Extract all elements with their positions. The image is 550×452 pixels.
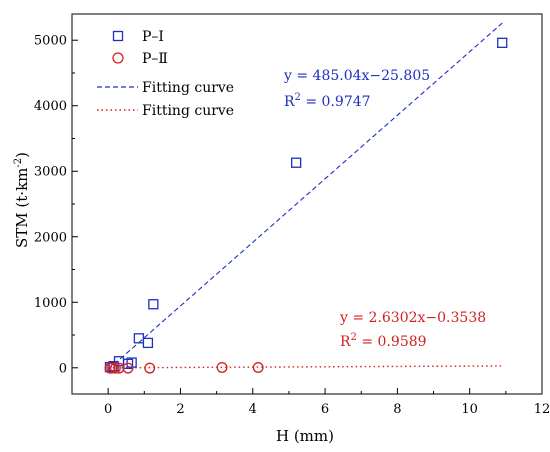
x-tick-label: 2 — [176, 402, 184, 417]
data-point-p1 — [133, 333, 145, 344]
fit2-r2: R2 = 0.9589 — [340, 332, 427, 350]
y-axis-title: STM (t·km-2) — [13, 152, 31, 248]
data-point-p2 — [106, 362, 118, 374]
axis-ticks: 0 2 4 6 8 10 12 0 1000 2000 3000 4000 5000 — [34, 34, 550, 417]
fit1-equation: y = 485.04x−25.805 — [283, 68, 430, 84]
x-tick-label: 12 — [534, 402, 550, 417]
x-axis-title: H (mm) — [276, 427, 334, 445]
fit2-equation: y = 2.6302x−0.3538 — [339, 310, 486, 326]
data-point-p1 — [291, 157, 302, 168]
data-point-p2 — [216, 362, 228, 373]
data-point-p1 — [142, 337, 154, 349]
fit-line-2 — [108, 365, 503, 369]
x-tick-label: 0 — [104, 402, 112, 417]
data-markers — [104, 37, 508, 374]
fit2-r2-value: = 0.9589 — [357, 334, 427, 350]
legend-label-p2: P–Ⅱ — [142, 51, 168, 67]
legend-marker-p1 — [112, 30, 124, 42]
y-tick-label: 1000 — [34, 296, 67, 311]
y-tick-label: 0 — [59, 361, 67, 376]
data-point-p2 — [252, 362, 264, 373]
data-point-p1 — [122, 358, 134, 370]
x-tick-label: 6 — [321, 402, 329, 417]
fit2-annotation: y = 2.6302x−0.3538 R2 = 0.9589 — [339, 310, 486, 350]
x-tick-label: 4 — [249, 402, 257, 417]
y-tick-label: 4000 — [34, 99, 67, 114]
y-axis-title-end: ) — [13, 152, 31, 158]
x-tick-label: 8 — [393, 402, 401, 417]
fit1-r2-prefix: R — [284, 94, 295, 110]
data-point-p1 — [148, 299, 159, 310]
fit1-r2-value: = 0.9747 — [301, 94, 371, 110]
y-tick-label: 2000 — [34, 230, 67, 245]
y-tick-label: 3000 — [34, 165, 67, 180]
legend-marker-p2 — [112, 52, 124, 64]
fit2-r2-prefix: R — [340, 334, 351, 350]
fit1-r2-sup: 2 — [295, 92, 301, 103]
data-point-p1 — [497, 37, 508, 48]
fit1-annotation: y = 485.04x−25.805 R2 = 0.9747 — [283, 68, 430, 110]
fit2-r2-sup: 2 — [351, 332, 357, 343]
x-tick-label: 10 — [461, 402, 478, 417]
data-point-p2 — [122, 362, 134, 374]
legend: P–Ⅰ P–Ⅱ Fitting curve Fitting curve — [97, 29, 234, 119]
data-point-p2 — [144, 362, 156, 374]
fit1-r2: R2 = 0.9747 — [284, 92, 371, 110]
legend-label-p1: P–Ⅰ — [142, 29, 164, 45]
y-tick-label: 5000 — [34, 34, 67, 49]
y-axis-title-main: STM (t·km — [13, 168, 31, 248]
data-point-p2 — [109, 362, 121, 374]
y-axis-title-sup: -2 — [13, 158, 24, 168]
data-point-p1 — [126, 357, 137, 368]
legend-label-fit1: Fitting curve — [142, 80, 234, 96]
legend-label-fit2: Fitting curve — [142, 103, 234, 119]
